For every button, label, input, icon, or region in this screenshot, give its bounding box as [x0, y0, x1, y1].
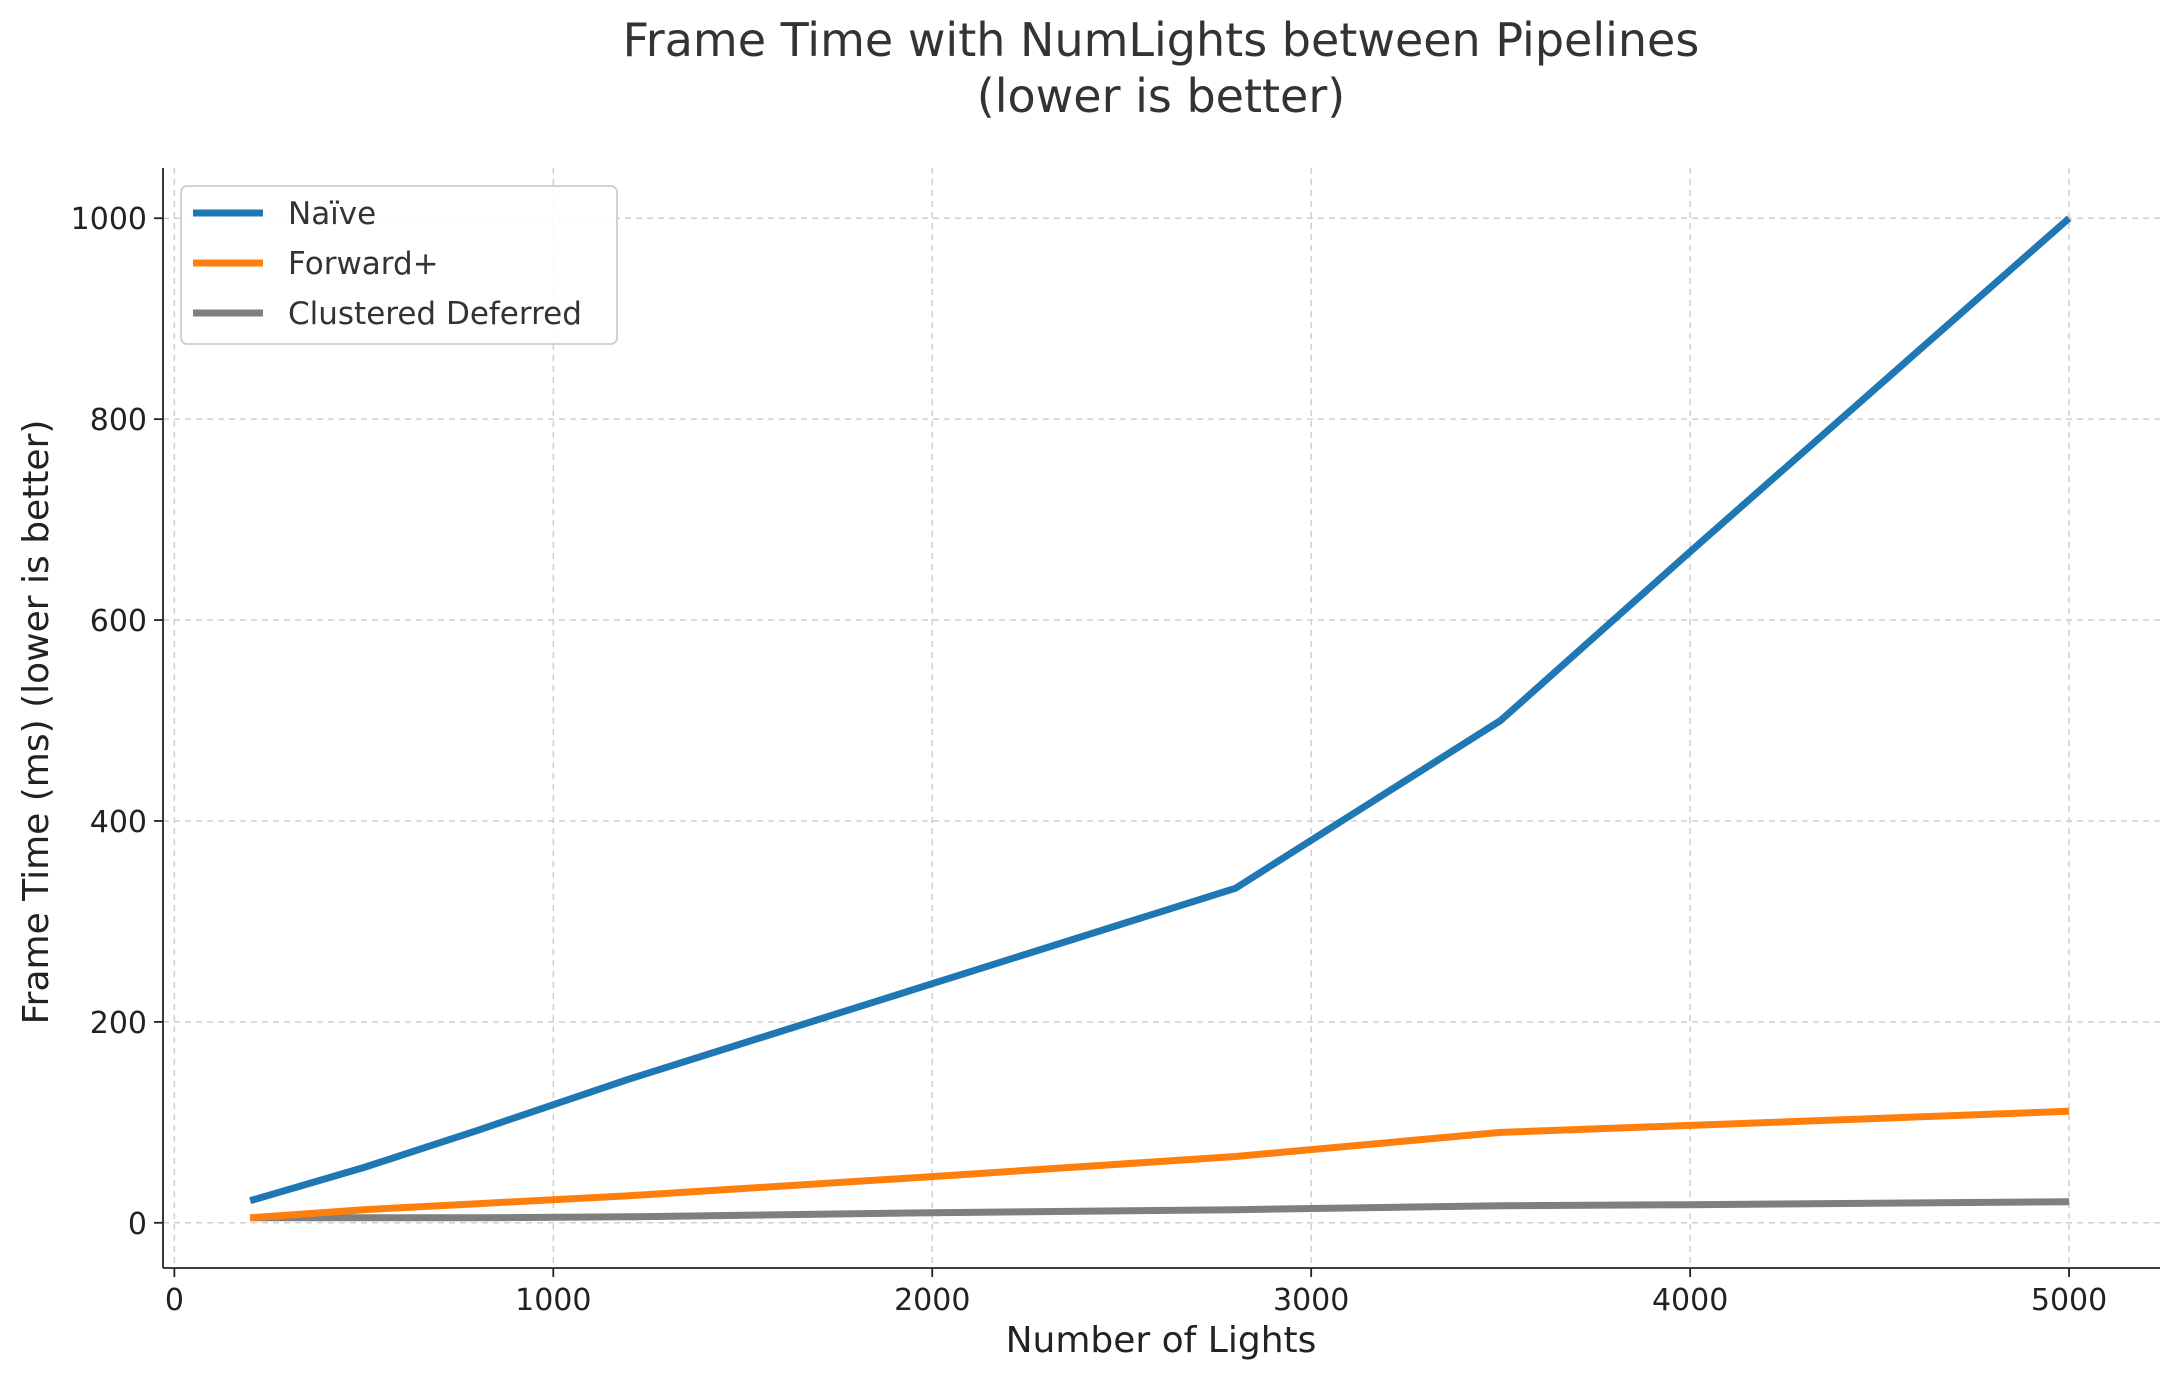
x-tick-label: 3000 [1273, 1283, 1349, 1318]
y-axis-label: Frame Time (ms) (lower is better) [16, 420, 57, 1025]
x-axis-label: Number of Lights [1006, 1320, 1317, 1361]
x-tick-label: 0 [165, 1283, 184, 1318]
x-tick-label: 1000 [515, 1283, 591, 1318]
y-tick-label: 600 [90, 604, 147, 639]
y-tick-label: 1000 [71, 202, 147, 237]
series-line-1 [249, 1107, 2070, 1222]
chart-title-line-2: (lower is better) [977, 69, 1345, 123]
series-line-0 [249, 215, 2072, 1205]
series-lines [249, 215, 2072, 1222]
legend-label-2: Clustered Deferred [288, 296, 582, 332]
axis-ticks: 0 1000 2000 3000 4000 5000 0 200 400 600 800 1000 [71, 202, 2108, 1318]
y-tick-label: 200 [90, 1006, 147, 1041]
legend: Naïve Forward+ Clustered Deferred [180, 185, 618, 345]
chart-title-line-1: Frame Time with NumLights between Pipeli… [623, 13, 1700, 67]
grid-lines [163, 168, 2160, 1268]
y-tick-label: 800 [90, 403, 147, 438]
x-tick-label: 5000 [2031, 1283, 2107, 1318]
x-tick-label: 4000 [1652, 1283, 1728, 1318]
legend-label-1: Forward+ [288, 246, 439, 282]
legend-label-0: Naïve [288, 196, 376, 232]
x-tick-label: 2000 [894, 1283, 970, 1318]
axes [162, 168, 2160, 1269]
y-tick-label: 400 [90, 805, 147, 840]
y-tick-label: 0 [128, 1207, 147, 1242]
legend-box [180, 185, 618, 345]
series-line-2 [250, 1198, 2070, 1222]
